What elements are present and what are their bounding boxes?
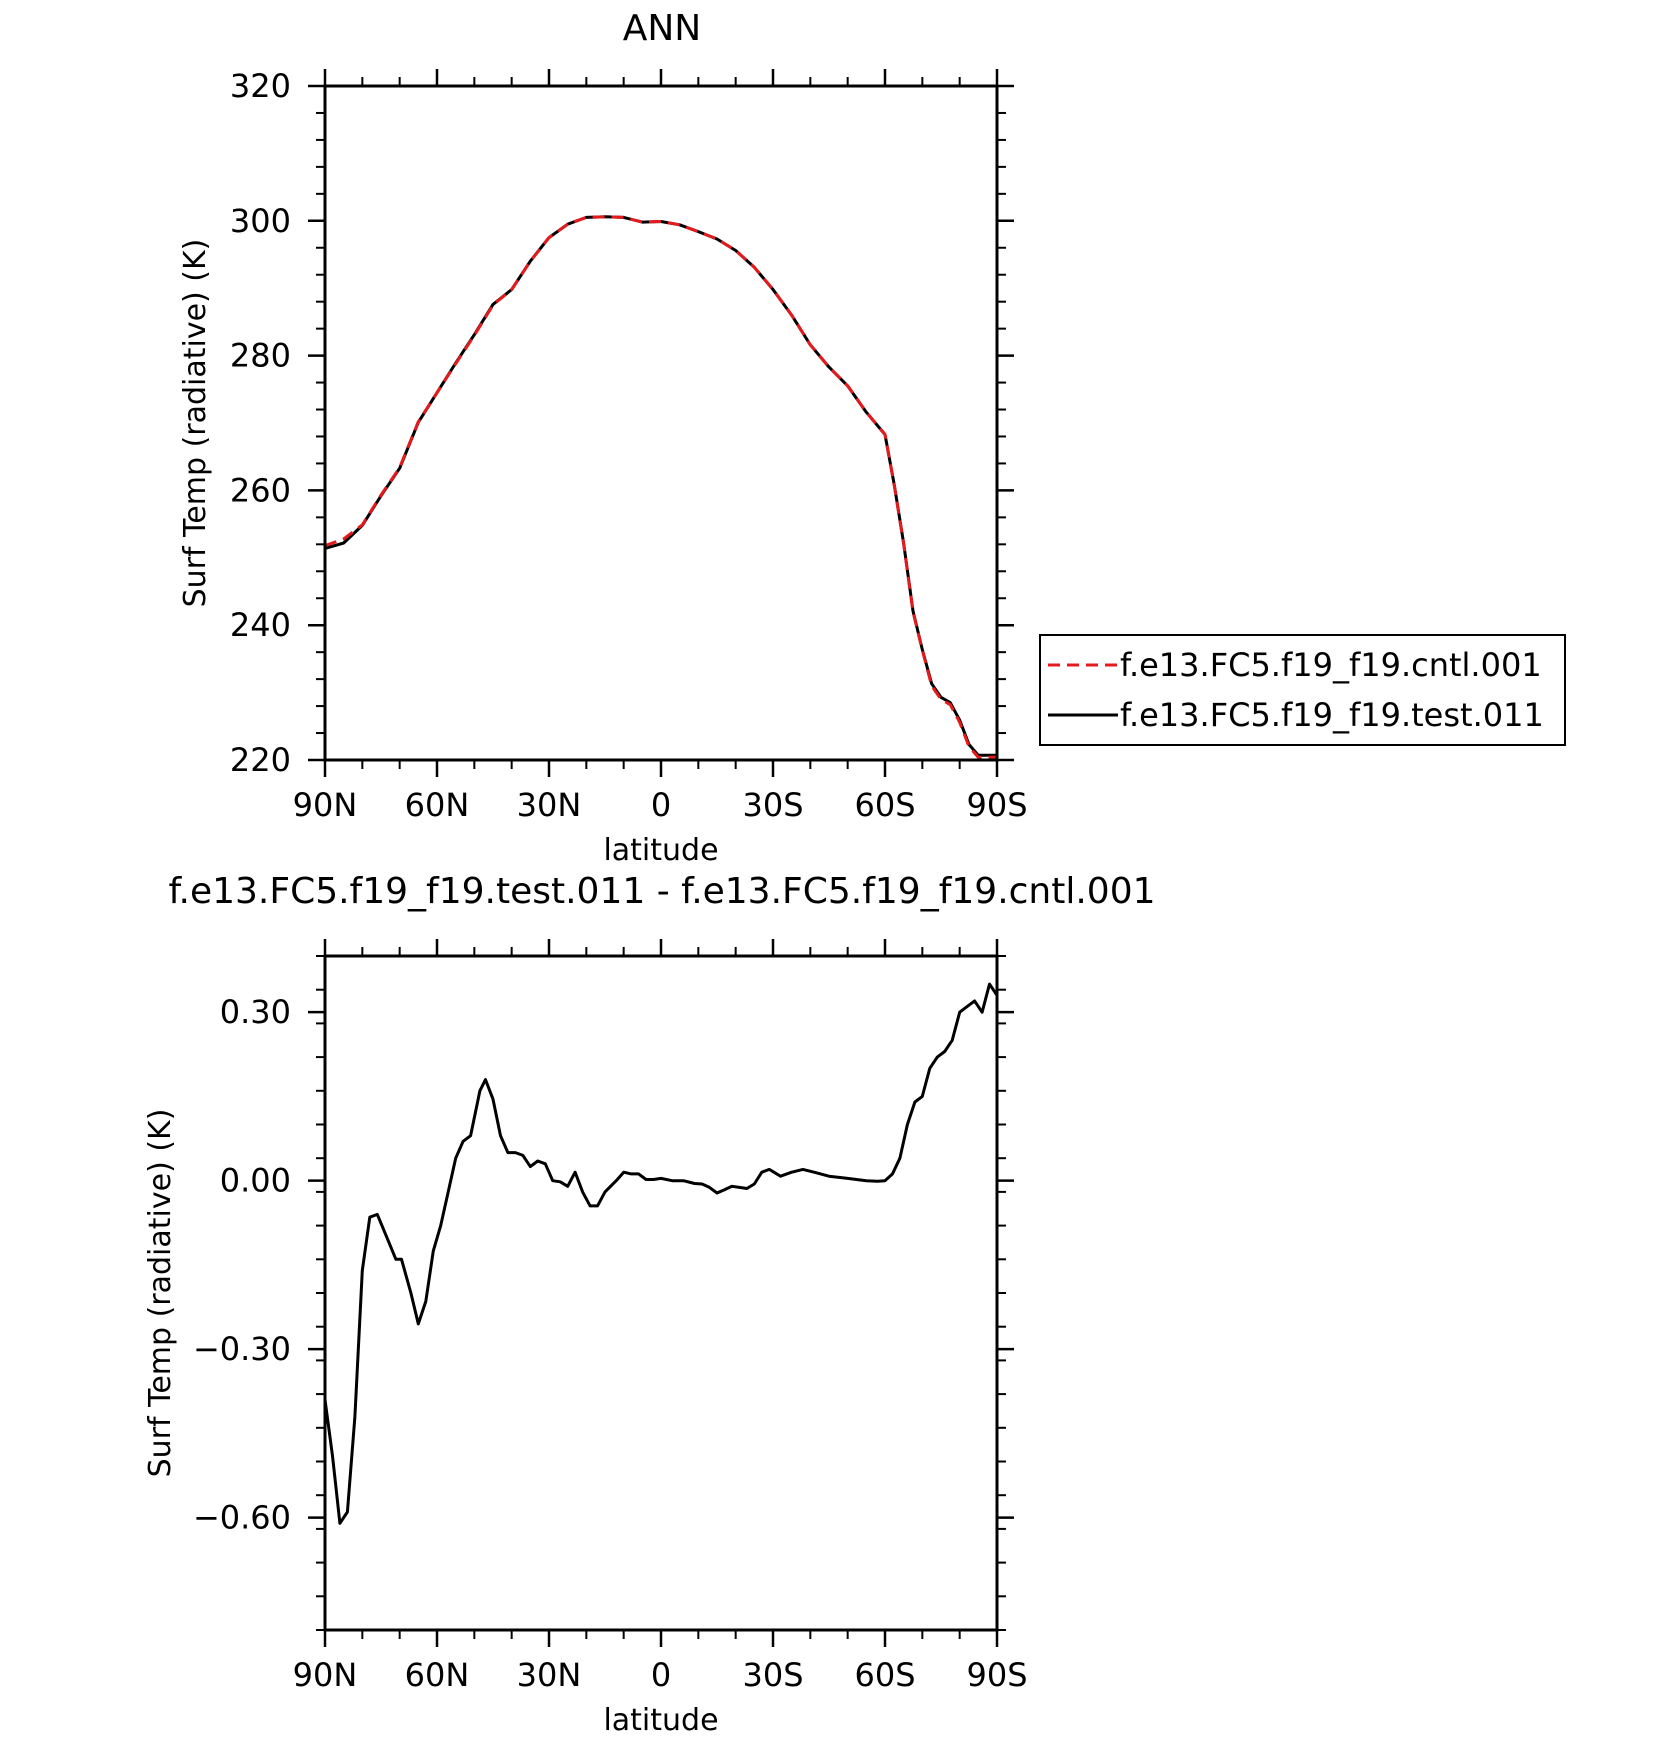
x-tick-label: 0	[651, 786, 671, 824]
bottom-chart-x-axis-label: latitude	[603, 1703, 718, 1738]
y-tick-label: 0.00	[220, 1162, 291, 1200]
y-tick-label: 220	[230, 741, 291, 779]
x-tick-label: 30N	[517, 1656, 582, 1694]
x-tick-label: 60N	[405, 1656, 470, 1694]
x-tick-label: 0	[651, 1656, 671, 1694]
y-tick-label: −0.30	[193, 1330, 291, 1368]
x-tick-label: 90N	[293, 1656, 358, 1694]
top-chart-x-axis-label: latitude	[603, 833, 718, 868]
bottom-chart-title: f.e13.FC5.f19_f19.test.011 - f.e13.FC5.f…	[168, 871, 1155, 912]
bottom-chart-tick-labels: 90N 60N 30N 0 30S 60S 90S −0.60 −0.30 0.00 0.30	[193, 993, 1028, 1694]
top-chart-series	[324, 215, 997, 759]
top-chart-y-axis-label: Surf Temp (radiative) (K)	[178, 239, 213, 608]
legend-label-cntl: f.e13.FC5.f19_f19.cntl.001	[1120, 646, 1542, 684]
bottom-chart-y-axis-label: Surf Temp (radiative) (K)	[143, 1109, 178, 1478]
legend-box	[1039, 634, 1566, 746]
x-tick-label: 90S	[966, 1656, 1027, 1694]
bottom-chart-series	[323, 982, 999, 1525]
x-tick-label: 30S	[742, 786, 803, 824]
bottom-chart-panel: f.e13.FC5.f19_f19.test.011 - f.e13.FC5.f…	[143, 871, 1156, 1738]
y-tick-label: 260	[230, 471, 291, 509]
y-tick-label: 320	[230, 67, 291, 105]
x-tick-label: 60S	[854, 786, 915, 824]
y-tick-label: −0.60	[193, 1499, 291, 1537]
x-tick-label: 60N	[405, 786, 470, 824]
x-tick-label: 90S	[966, 786, 1027, 824]
top-chart-tick-labels: 90N 60N 30N 0 30S 60S 90S 220 240 260 280 300 320	[230, 67, 1028, 824]
x-tick-label: 60S	[854, 1656, 915, 1694]
x-tick-label: 30N	[517, 786, 582, 824]
top-chart-panel: ANN 90N 60N 30N 0 30S 60S 90S 220 240 260 280 300 32…	[178, 8, 1566, 868]
x-tick-label: 90N	[293, 786, 358, 824]
series-line-0	[324, 215, 997, 759]
top-chart-frame	[323, 84, 999, 762]
y-tick-label: 280	[230, 337, 291, 375]
y-tick-label: 240	[230, 606, 291, 644]
top-chart-legend: f.e13.FC5.f19_f19.cntl.001 f.e13.FC5.f19…	[1039, 634, 1566, 746]
x-tick-label: 30S	[742, 1656, 803, 1694]
top-chart-title: ANN	[623, 8, 702, 49]
difference-line	[323, 982, 999, 1525]
bottom-chart-frame	[323, 954, 999, 1632]
legend-label-test: f.e13.FC5.f19_f19.test.011	[1120, 696, 1544, 734]
y-tick-label: 0.30	[220, 993, 291, 1031]
y-tick-label: 300	[230, 202, 291, 240]
